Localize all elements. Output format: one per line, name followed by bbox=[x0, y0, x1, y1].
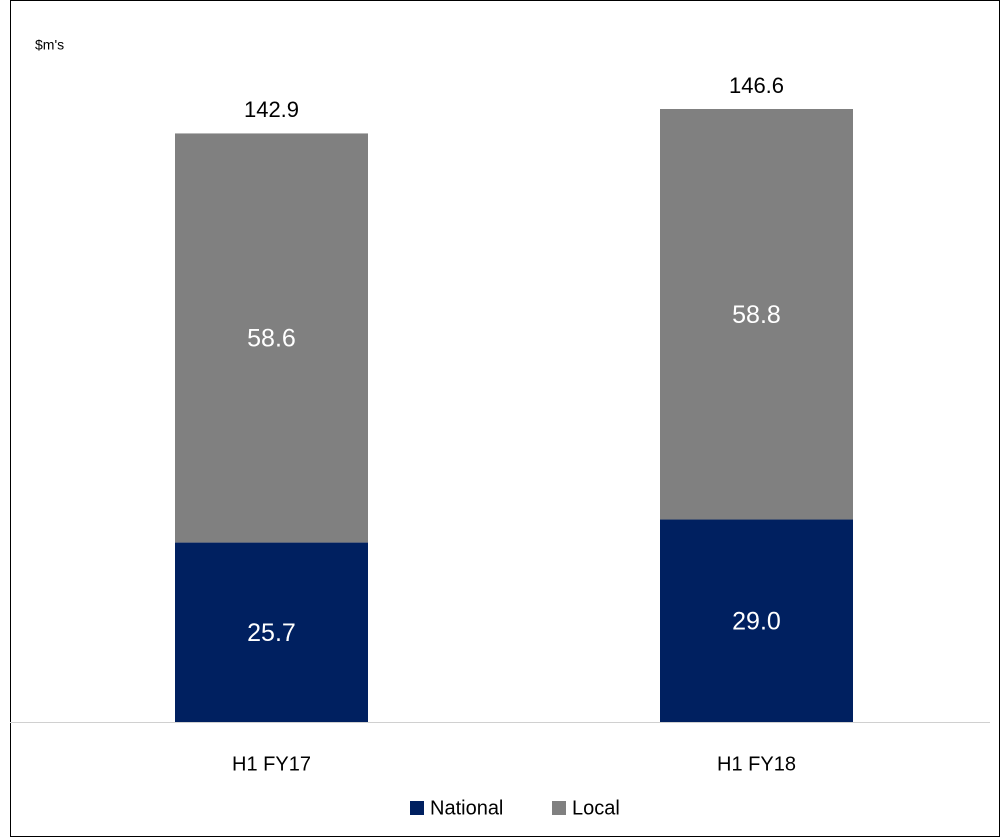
legend-label: Local bbox=[572, 797, 620, 819]
total-label: 146.6 bbox=[729, 73, 784, 98]
data-label: 25.7 bbox=[247, 619, 296, 647]
legend-swatch bbox=[410, 801, 424, 815]
data-label: 29.0 bbox=[732, 607, 781, 635]
data-label: 58.8 bbox=[732, 301, 781, 329]
bar-segment bbox=[175, 133, 368, 543]
data-label: 58.6 bbox=[247, 325, 296, 353]
x-tick-label: H1 FY17 bbox=[232, 753, 311, 775]
bar-segment bbox=[660, 519, 853, 722]
legend-swatch bbox=[552, 801, 566, 815]
bar-segment bbox=[660, 109, 853, 520]
bar-segment bbox=[175, 542, 368, 722]
x-tick-label: H1 FY18 bbox=[717, 753, 796, 775]
total-label: 142.9 bbox=[244, 97, 299, 122]
legend-label: National bbox=[430, 797, 503, 819]
unit-label: $m's bbox=[35, 37, 64, 53]
